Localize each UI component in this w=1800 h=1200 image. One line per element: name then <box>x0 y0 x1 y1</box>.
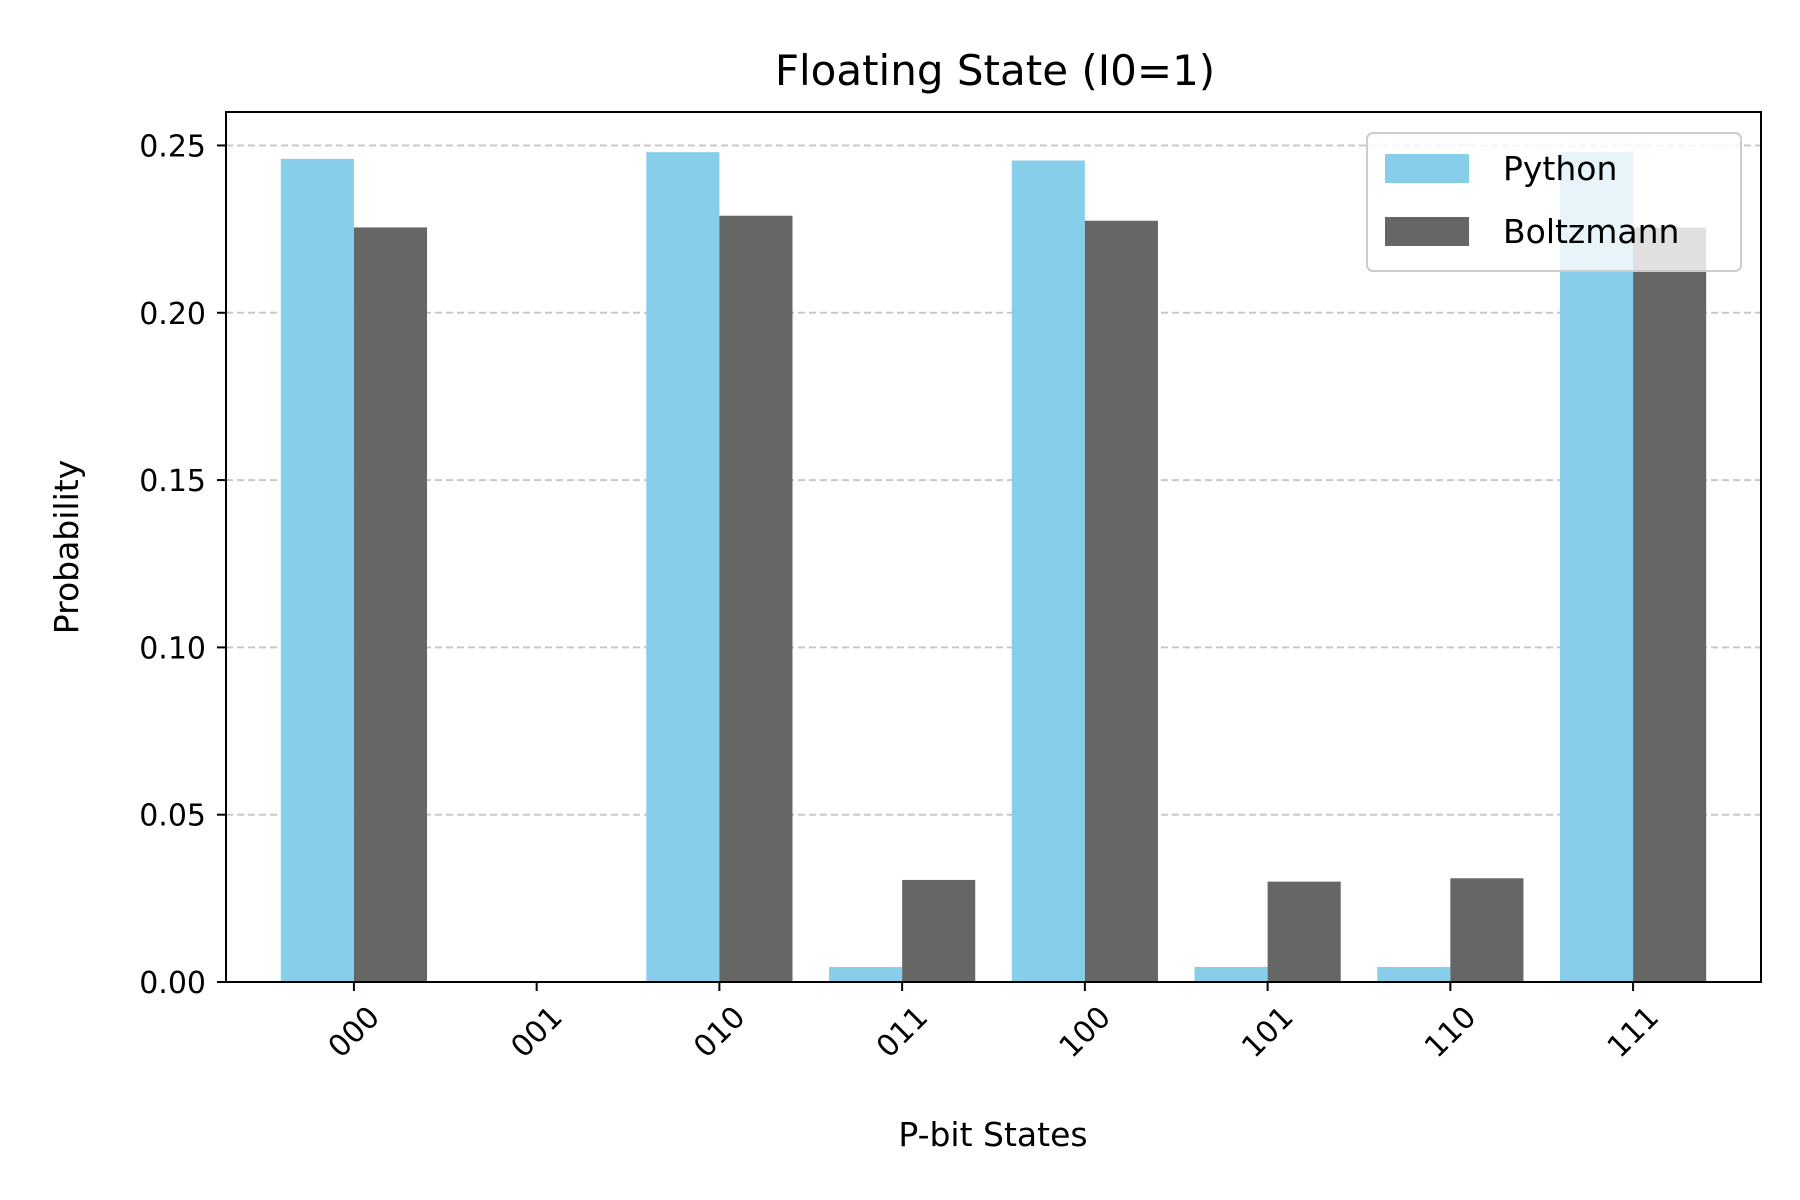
y-axis: 0.00 0.05 0.10 0.15 0.20 0.25 <box>139 129 226 1001</box>
y-tick-label: 0.25 <box>139 129 206 164</box>
bar-boltzmann-000 <box>353 227 428 982</box>
x-tick-label: 001 <box>504 1000 569 1065</box>
y-tick-label: 0.15 <box>139 464 206 499</box>
bar-boltzmann-010 <box>719 215 793 982</box>
x-tick-label: 110 <box>1418 1000 1483 1065</box>
bar-python-010 <box>646 152 720 983</box>
y-axis-label: Probability <box>47 460 86 634</box>
x-tick-label: 011 <box>870 1000 935 1065</box>
x-tick-label: 111 <box>1601 1000 1666 1065</box>
y-tick-label: 0.10 <box>139 631 206 666</box>
x-axis-label: P-bit States <box>898 1115 1087 1154</box>
x-tick-label: 100 <box>1053 1000 1118 1065</box>
bar-python-000 <box>280 158 354 982</box>
y-tick-label: 0.20 <box>139 297 206 332</box>
bar-boltzmann-111 <box>1633 227 1707 982</box>
x-tick-label: 101 <box>1235 1000 1300 1065</box>
bars <box>280 152 1707 983</box>
bar-python-100 <box>1011 160 1085 982</box>
legend-label-python: Python <box>1503 149 1617 188</box>
legend-label-boltzmann: Boltzmann <box>1503 212 1679 251</box>
bar-boltzmann-011 <box>902 879 976 982</box>
bar-python-110 <box>1377 966 1451 982</box>
bar-python-011 <box>829 966 903 982</box>
x-axis: 000 001 010 011 100 101 110 111 <box>322 982 1666 1065</box>
bar-boltzmann-100 <box>1084 220 1158 982</box>
legend-swatch-python <box>1385 154 1469 183</box>
y-tick-label: 0.00 <box>139 966 206 1001</box>
x-tick-label: 010 <box>687 1000 752 1065</box>
bar-python-101 <box>1194 966 1268 982</box>
bar-boltzmann-110 <box>1450 878 1524 982</box>
bar-python-111 <box>1559 152 1634 983</box>
bar-boltzmann-101 <box>1267 881 1341 982</box>
plot-area-frame <box>225 111 1762 983</box>
legend: Python Boltzmann <box>1366 132 1742 272</box>
y-tick-label: 0.05 <box>139 799 206 834</box>
legend-swatch-boltzmann <box>1385 217 1469 246</box>
x-tick-label: 000 <box>322 1000 387 1065</box>
chart-title: Floating State (I0=1) <box>775 46 1215 95</box>
